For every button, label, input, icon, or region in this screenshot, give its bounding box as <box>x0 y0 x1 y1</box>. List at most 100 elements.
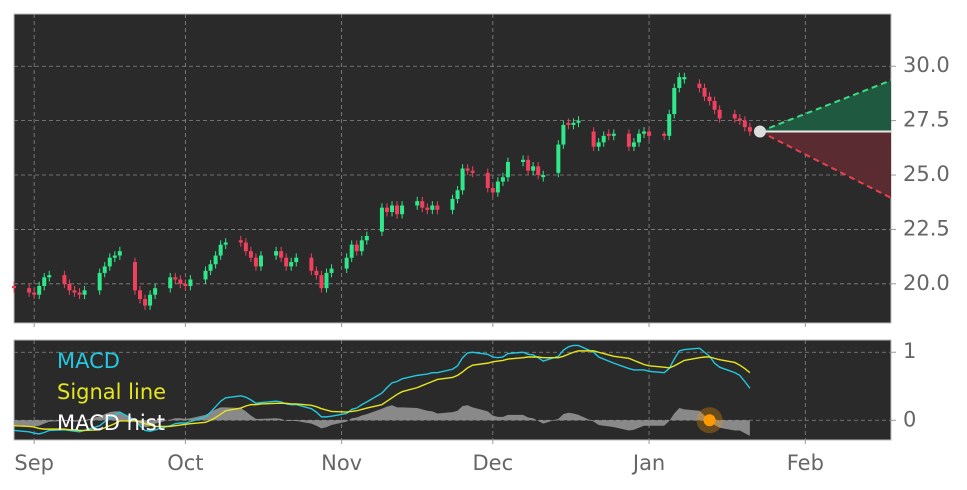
forecast-lower-line <box>759 130 892 199</box>
candle-body <box>168 277 173 289</box>
candle-body <box>435 205 440 210</box>
candle-body <box>138 290 143 300</box>
candle-body <box>420 201 425 208</box>
y-tick-label: 1 <box>903 339 916 363</box>
candle-body <box>112 255 117 258</box>
candle-body <box>384 207 389 213</box>
candle-body <box>626 133 631 147</box>
candle-body <box>97 272 102 291</box>
candle-body <box>495 181 500 193</box>
candle-body <box>631 142 636 147</box>
candle-body <box>47 275 52 278</box>
candle-body <box>742 120 747 128</box>
candle-body <box>72 290 77 293</box>
candle-body <box>465 168 470 171</box>
hist-area <box>14 405 750 436</box>
marker <box>703 414 716 427</box>
candle-body <box>541 175 546 178</box>
candle-body <box>636 133 641 143</box>
candle-body <box>460 168 465 191</box>
candle-body <box>102 266 107 273</box>
series-line <box>13 350 751 432</box>
candle-body <box>253 257 258 267</box>
candle-body <box>566 122 571 125</box>
candle-body <box>571 122 576 125</box>
candle-body <box>662 133 667 136</box>
candle-body <box>27 288 32 293</box>
candle-body <box>349 244 354 258</box>
candle-body <box>561 124 566 145</box>
candle-body <box>415 201 420 206</box>
x-tick-label: Dec <box>473 451 514 475</box>
candle-body <box>642 131 647 134</box>
candle-body <box>400 205 405 215</box>
candle-body <box>390 205 395 213</box>
y-tick-label: 20.0 <box>903 271 950 295</box>
candle-body <box>647 131 652 136</box>
candle-body <box>77 292 82 295</box>
x-tick-label: Oct <box>167 451 203 475</box>
candle-body <box>450 198 455 210</box>
candle-body <box>682 77 687 80</box>
candle-body <box>611 133 616 136</box>
candle-body <box>576 120 581 123</box>
y-tick-label: 22.5 <box>903 216 950 240</box>
candle-body <box>732 114 737 119</box>
candle-body <box>203 270 208 280</box>
candle-body <box>707 96 712 102</box>
candle-body <box>284 257 289 267</box>
candle-body <box>702 87 707 97</box>
legend-label: MACD hist <box>57 411 165 435</box>
candle-body <box>294 257 299 263</box>
candle-body <box>213 255 218 265</box>
candle-body <box>153 288 158 295</box>
candle-body <box>37 286 42 295</box>
candle-body <box>485 172 490 189</box>
candle-body <box>32 292 37 295</box>
candle-body <box>596 142 601 147</box>
candle-body <box>42 277 47 287</box>
candle-body <box>62 275 67 284</box>
candle-body <box>132 262 137 291</box>
price-panel <box>13 13 892 324</box>
candle-body <box>223 242 228 245</box>
candle-body <box>556 144 561 173</box>
candle-body <box>667 114 672 136</box>
candle-body <box>12 286 16 289</box>
candle-body <box>737 118 742 121</box>
candle-body <box>601 135 606 143</box>
candle-body <box>279 251 284 258</box>
candle-body <box>309 257 314 271</box>
candle-body <box>107 257 112 267</box>
candle-body <box>67 283 72 291</box>
candle-body <box>143 299 148 306</box>
candle-body <box>425 207 430 210</box>
x-tick-label: Jan <box>631 451 665 475</box>
candle-body <box>521 159 526 162</box>
candle-body <box>677 77 682 88</box>
legend-label: Signal line <box>57 380 166 404</box>
candle-body <box>591 131 596 147</box>
candle-body <box>395 205 400 215</box>
candle-body <box>500 177 505 182</box>
candle-body <box>490 188 495 193</box>
candle-body <box>354 244 359 252</box>
candle-body <box>455 190 460 199</box>
candle-body <box>173 277 178 280</box>
candle-body <box>606 133 611 136</box>
candle-body <box>274 251 279 256</box>
candle-body <box>359 240 364 252</box>
candle-body <box>183 283 188 287</box>
y-tick-label: 27.5 <box>903 108 950 132</box>
candle-body <box>712 101 717 110</box>
candle-body <box>717 109 722 119</box>
forecast-point <box>753 125 766 138</box>
candle-body <box>258 255 263 267</box>
candle-body <box>314 270 319 276</box>
plot-layer: 20.0 22.5 25.0 27.5 30.0 0 1 Sep Oct Nov Dec Jan Feb… <box>12 14 950 475</box>
y-tick-label: 0 <box>903 407 916 431</box>
candle-body <box>430 205 435 210</box>
candle-body <box>505 161 510 178</box>
candle-body <box>218 244 223 256</box>
series-line <box>13 344 751 435</box>
